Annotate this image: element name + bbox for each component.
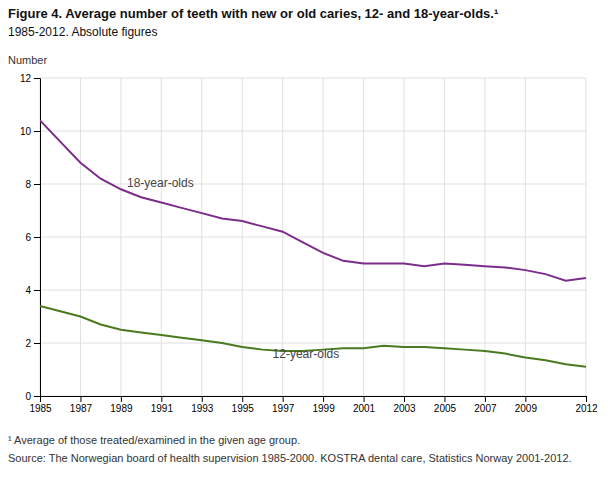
tick-mark bbox=[525, 396, 526, 402]
grid-line bbox=[242, 78, 243, 396]
tick: 2009 bbox=[515, 396, 538, 414]
axis-line bbox=[34, 79, 41, 397]
tick-label: 1999 bbox=[312, 403, 335, 414]
tick-mark bbox=[364, 396, 365, 402]
tick-mark bbox=[404, 396, 405, 402]
tick: 6 bbox=[25, 232, 40, 243]
axis-title: Number bbox=[8, 54, 47, 66]
annotation: 18-year-olds bbox=[127, 176, 194, 190]
tick: 10 bbox=[20, 126, 40, 137]
tick-mark bbox=[242, 396, 243, 402]
grid-line bbox=[525, 78, 526, 396]
tick: 2001 bbox=[353, 396, 376, 414]
grid-line bbox=[201, 78, 202, 396]
grid-line bbox=[40, 131, 586, 132]
tick-label: 1985 bbox=[29, 403, 52, 414]
tick-label: 2001 bbox=[353, 403, 376, 414]
tick-mark bbox=[121, 396, 122, 402]
tick-mark bbox=[80, 396, 81, 402]
tick: 12 bbox=[20, 73, 40, 84]
tick: 1993 bbox=[191, 396, 214, 414]
tick-mark bbox=[34, 290, 40, 291]
grid-line bbox=[40, 237, 586, 238]
tick-mark bbox=[34, 343, 40, 344]
x-axis: 1985 1987 1989 1991 1993 1995 1997 1999 2001 2003… bbox=[29, 396, 598, 414]
tick-label: 1997 bbox=[272, 403, 295, 414]
grid-line bbox=[484, 78, 485, 396]
tick: 1995 bbox=[232, 396, 255, 414]
grid-line bbox=[161, 78, 162, 396]
chart: Figure 4. Average number of teeth with n… bbox=[0, 0, 610, 488]
tick: 0 bbox=[25, 391, 40, 402]
tick-label: 0 bbox=[25, 391, 31, 402]
tick: 1991 bbox=[151, 396, 174, 414]
lines bbox=[40, 120, 586, 366]
grid-line bbox=[40, 343, 586, 344]
tick-mark bbox=[323, 396, 324, 402]
tick-mark bbox=[34, 131, 40, 132]
line bbox=[40, 306, 586, 367]
tick-mark bbox=[283, 396, 284, 402]
tick-label: 2009 bbox=[515, 403, 538, 414]
tick-label: 12 bbox=[20, 73, 32, 84]
grid-line bbox=[40, 290, 586, 291]
tick-label: 2003 bbox=[393, 403, 416, 414]
tick-mark bbox=[161, 396, 162, 402]
grid-line bbox=[40, 78, 586, 79]
annotation: 12-year-olds bbox=[273, 347, 340, 361]
tick: 2003 bbox=[393, 396, 416, 414]
tick: 1999 bbox=[312, 396, 335, 414]
tick-label: 2007 bbox=[474, 403, 497, 414]
grid-line bbox=[120, 78, 121, 396]
tick-label: 4 bbox=[25, 285, 31, 296]
footnote: Source: The Norwegian board of health su… bbox=[8, 452, 572, 464]
grid-line bbox=[404, 78, 405, 396]
tick-mark bbox=[34, 78, 40, 79]
tick-label: 10 bbox=[20, 126, 32, 137]
axis-line bbox=[41, 397, 587, 403]
plot-area: 1985 1987 1989 1991 1993 1995 1997 1999 2001 2003… bbox=[8, 54, 598, 414]
tick-label: 1995 bbox=[232, 403, 255, 414]
tick: 1985 bbox=[29, 396, 52, 414]
tick-mark bbox=[444, 396, 445, 402]
tick-label: 2005 bbox=[434, 403, 457, 414]
tick-label: 1993 bbox=[191, 403, 214, 414]
tick: 1987 bbox=[70, 396, 93, 414]
title: Figure 4. Average number of teeth with n… bbox=[8, 6, 498, 21]
tick: 1989 bbox=[110, 396, 133, 414]
tick-mark bbox=[485, 396, 486, 402]
tick: 4 bbox=[25, 285, 40, 296]
tick-label: 1991 bbox=[151, 403, 174, 414]
tick-mark bbox=[34, 396, 40, 397]
tick-mark bbox=[586, 396, 587, 402]
tick-mark bbox=[34, 237, 40, 238]
tick: 2012 bbox=[575, 396, 598, 414]
subtitle: 1985-2012. Absolute figures bbox=[8, 25, 157, 39]
tick-label: 2 bbox=[25, 338, 31, 349]
tick-mark bbox=[34, 184, 40, 185]
tick: 2005 bbox=[434, 396, 457, 414]
tick-mark bbox=[202, 396, 203, 402]
tick: 2007 bbox=[474, 396, 497, 414]
tick-label: 6 bbox=[25, 232, 31, 243]
tick: 2 bbox=[25, 338, 40, 349]
footnote: ¹ Average of those treated/examined in t… bbox=[8, 434, 300, 446]
tick-label: 8 bbox=[25, 179, 31, 190]
line bbox=[40, 120, 586, 280]
tick-label: 2012 bbox=[575, 403, 598, 414]
grid-line bbox=[40, 184, 586, 185]
grid bbox=[40, 78, 586, 396]
grid-line bbox=[80, 78, 81, 396]
tick: 8 bbox=[25, 179, 40, 190]
tick-label: 1987 bbox=[70, 403, 93, 414]
y-axis: 0 2 4 6 8 10 12 bbox=[20, 73, 41, 402]
tick-label: 1989 bbox=[110, 403, 133, 414]
tick: 1997 bbox=[272, 396, 295, 414]
grid-line bbox=[586, 78, 587, 396]
